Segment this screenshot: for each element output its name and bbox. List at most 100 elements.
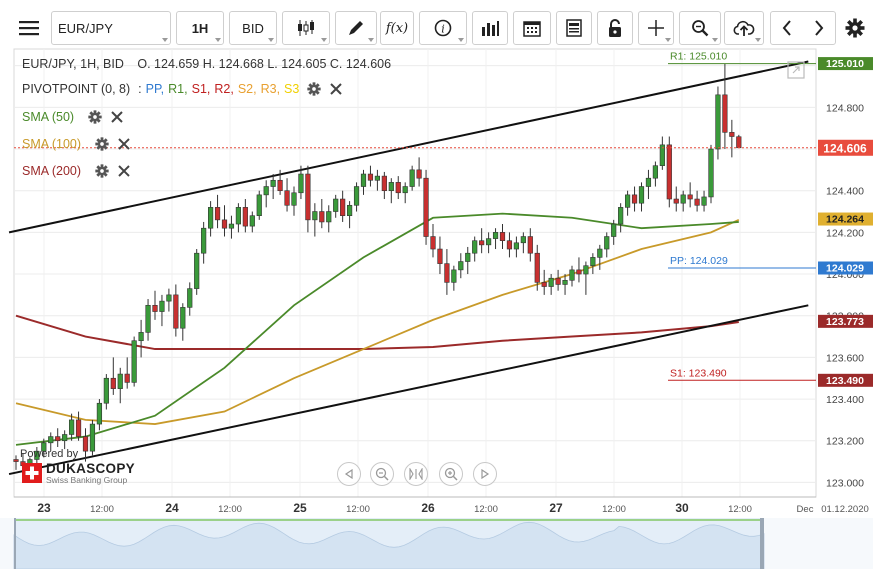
candle <box>451 265 457 291</box>
candle-body <box>131 340 137 383</box>
x-tick-label: 12:00 <box>90 504 114 515</box>
candle <box>590 253 596 275</box>
sma-200-settings-button[interactable] <box>95 164 109 178</box>
pivot-remove-button[interactable] <box>329 82 343 96</box>
candle-body <box>416 169 422 179</box>
menu-button[interactable] <box>12 11 46 45</box>
price-tag-label: 124.264 <box>826 214 864 226</box>
candle <box>652 161 658 187</box>
play-right-icon <box>481 469 490 479</box>
candle <box>187 282 193 316</box>
price-tag: 123.773 <box>818 314 873 328</box>
candle <box>458 253 464 279</box>
candle-body <box>89 423 96 452</box>
candle-body <box>722 94 728 133</box>
candle-body <box>666 144 672 200</box>
sma-50-settings-button[interactable] <box>88 110 102 124</box>
candle <box>409 165 415 191</box>
navigator-series <box>13 521 765 569</box>
candle <box>666 136 672 208</box>
candle-body <box>652 165 658 179</box>
calendar-icon <box>523 21 541 37</box>
forward-icon[interactable] <box>814 20 824 36</box>
upload-button[interactable] <box>724 11 764 45</box>
back-button[interactable] <box>770 11 836 45</box>
price-tag-bg <box>818 57 873 71</box>
close-icon <box>330 83 343 95</box>
candle-body <box>235 207 242 225</box>
function-button[interactable]: f(x) <box>380 11 414 45</box>
pivot-series-r2: R2, <box>214 82 234 96</box>
sma-50-label: SMA (50) <box>22 110 75 124</box>
zoom-in-button[interactable] <box>439 462 463 486</box>
pivot-series-r1: R1, <box>168 82 188 96</box>
x-tick-label: 23 <box>37 501 51 515</box>
pivot-settings-button[interactable] <box>307 82 321 96</box>
sma-100-remove-button[interactable] <box>117 137 131 151</box>
candle-body <box>187 288 193 308</box>
sma-50-remove-button[interactable] <box>110 110 124 124</box>
calendar-button[interactable] <box>513 11 551 45</box>
candle <box>333 194 339 218</box>
candle-body <box>402 186 408 194</box>
candle-body <box>96 402 102 425</box>
x-tick-label: 12:00 <box>346 504 370 515</box>
dukascopy-logo[interactable]: DUKASCOPY Swiss Banking Group <box>22 462 135 484</box>
candle-body <box>611 223 617 237</box>
symbol-selector[interactable]: EUR/JPY <box>51 11 171 45</box>
reset-view-button[interactable] <box>404 462 428 486</box>
scroll-left-button[interactable] <box>337 462 361 486</box>
zoom-out-icon <box>375 467 389 481</box>
interval-selector[interactable]: 1H <box>176 11 224 45</box>
candle-body <box>736 136 742 149</box>
candle-body <box>291 192 297 206</box>
lock-button[interactable] <box>597 11 633 45</box>
legend-ohlc: O. 124.659 H. 124.668 L. 124.605 C. 124.… <box>137 57 392 71</box>
candle-body <box>458 261 464 271</box>
sma-200-remove-button[interactable] <box>117 164 131 178</box>
crosshair-icon <box>648 20 664 36</box>
caret-icon <box>458 38 464 42</box>
info-button[interactable]: i <box>419 11 467 45</box>
settings-button[interactable] <box>840 11 870 45</box>
chart-type-button[interactable] <box>282 11 330 45</box>
x-tick-label: 12:00 <box>218 504 242 515</box>
draw-button[interactable] <box>335 11 377 45</box>
candle-body <box>499 232 506 242</box>
report-button[interactable] <box>556 11 592 45</box>
pivot-label-s1: S1: 123.490 <box>670 367 727 379</box>
bars-icon <box>482 21 499 36</box>
gear-icon <box>88 110 102 124</box>
scroll-right-button[interactable] <box>473 462 497 486</box>
x-tick-label: 24 <box>165 501 179 515</box>
bars-button[interactable] <box>472 11 508 45</box>
candle <box>263 180 269 208</box>
candle <box>117 367 123 404</box>
pivot-series-s3: S3 <box>284 82 300 96</box>
price-type-selector[interactable]: BID <box>229 11 277 45</box>
price-chart[interactable]: R1: 125.010 PP: 124.029 S1: 123.490 123.00… <box>0 46 873 569</box>
logo-subtitle: Swiss Banking Group <box>46 474 128 485</box>
pivot-label-r1: R1: 125.010 <box>670 51 727 63</box>
candle-body <box>604 236 610 250</box>
candle <box>465 246 471 275</box>
candle <box>228 215 235 239</box>
zoom-button[interactable] <box>679 11 721 45</box>
zoom-out-button[interactable] <box>370 462 394 486</box>
expand-icon <box>787 61 805 79</box>
candle <box>659 136 665 170</box>
sma-100-settings-button[interactable] <box>95 137 109 151</box>
expand-button[interactable] <box>787 61 805 79</box>
candle-body <box>110 377 116 389</box>
crosshair-button[interactable] <box>638 11 674 45</box>
candle-body <box>201 227 207 254</box>
candle <box>13 455 19 470</box>
sma-50-line <box>15 212 739 446</box>
candle <box>131 336 137 387</box>
price-tag-bg <box>818 139 873 156</box>
candle <box>534 244 540 291</box>
close-icon <box>118 138 130 150</box>
price-type-label: BID <box>242 20 264 36</box>
pivot-sep: : <box>138 82 142 96</box>
draw-icon <box>349 21 363 35</box>
